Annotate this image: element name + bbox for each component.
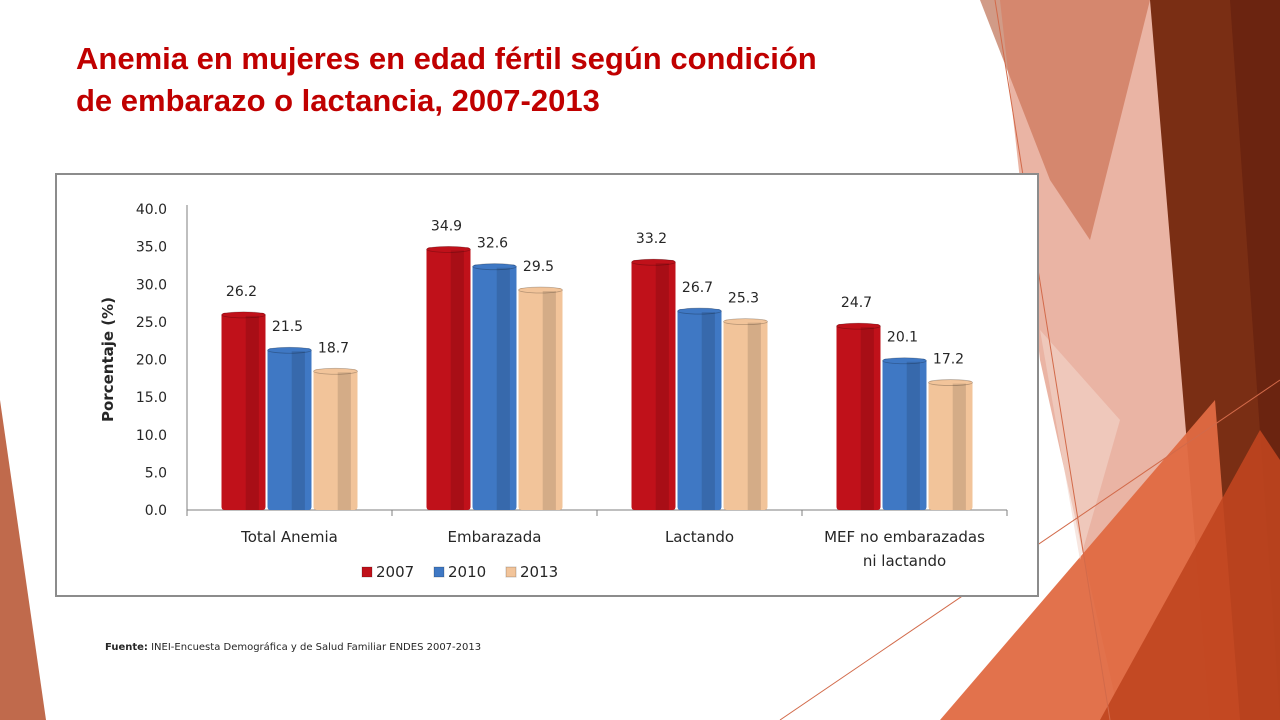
source-label: Fuente:	[105, 642, 148, 653]
data-label: 34.9	[431, 218, 462, 234]
source-text: INEI-Encuesta Demográfica y de Salud Fam…	[151, 642, 482, 653]
decor-line	[994, 0, 1111, 720]
y-tick-label: 30.0	[136, 277, 167, 293]
y-tick-label: 20.0	[136, 353, 167, 369]
bar-2013	[518, 288, 563, 510]
bar-shade	[952, 383, 966, 510]
bar-2007	[836, 324, 881, 510]
bar-cap	[221, 311, 266, 319]
data-label: 18.7	[318, 340, 349, 356]
data-label: 26.7	[682, 280, 713, 296]
bar-2010	[677, 309, 722, 510]
bar-shade	[496, 267, 510, 510]
bar-2010	[882, 358, 927, 510]
data-label: 26.2	[226, 284, 257, 300]
y-tick-label: 10.0	[136, 428, 167, 444]
bar-shade	[542, 291, 556, 510]
data-label: 21.5	[272, 319, 303, 335]
data-label: 17.2	[933, 352, 964, 368]
bar-2007	[631, 260, 676, 510]
bar-chart: 40.0 35.0 30.0 25.0 20.0 15.0 10.0 5.0 0.0 Porcen…	[99, 202, 1008, 581]
x-category-label: MEF no embarazadas	[824, 528, 985, 546]
source-note: Fuente: INEI-Encuesta Demográfica y de S…	[105, 642, 481, 653]
bar-cap	[677, 307, 722, 315]
bar-shade	[291, 351, 305, 510]
data-label: 33.2	[636, 231, 667, 247]
bar-shade	[701, 312, 715, 510]
x-category-label: ni lactando	[863, 552, 946, 570]
bar-cap	[472, 263, 517, 271]
bar-shade	[906, 361, 920, 510]
data-label: 32.6	[477, 236, 508, 252]
bar-cap	[882, 357, 927, 365]
x-category-label: Embarazada	[448, 528, 542, 546]
data-label: 20.1	[887, 330, 918, 346]
bar-cap	[267, 346, 312, 354]
page-title: Anemia en mujeres en edad fértil según c…	[76, 38, 996, 122]
legend-swatch-2007	[361, 566, 373, 578]
bar-shade	[337, 372, 351, 510]
bar-2013	[313, 369, 358, 510]
bar-shade	[655, 263, 669, 510]
bar-shade	[245, 315, 259, 510]
bar-2007	[426, 247, 471, 510]
bar-cap	[836, 322, 881, 330]
bar-cap	[631, 258, 676, 266]
bar-2010	[472, 264, 517, 510]
legend-swatch-2010	[433, 566, 445, 578]
bar-shade	[450, 250, 464, 510]
bar-2013	[928, 380, 973, 510]
x-category-label: Lactando	[665, 528, 734, 546]
y-axis-label: Porcentaje (%)	[99, 297, 117, 422]
bar-2010	[267, 348, 312, 510]
data-label: 25.3	[728, 291, 759, 307]
legend-label: 2007	[376, 563, 414, 581]
decor-shape	[1040, 330, 1120, 560]
data-label: 24.7	[841, 295, 872, 311]
y-tick-label: 35.0	[136, 240, 167, 256]
bar-cap	[313, 367, 358, 375]
data-label: 29.5	[523, 259, 554, 275]
bar-2013	[723, 319, 768, 510]
y-tick-label: 15.0	[136, 390, 167, 406]
decor-shape	[1100, 430, 1280, 720]
x-category-label: Total Anemia	[240, 528, 338, 546]
bar-cap	[723, 318, 768, 326]
title-line: de embarazo o lactancia, 2007-2013	[76, 83, 600, 118]
y-tick-label: 40.0	[136, 202, 167, 218]
y-tick-label: 5.0	[145, 465, 167, 481]
legend-label: 2010	[448, 563, 486, 581]
bar-cap	[928, 379, 973, 386]
chart-frame: 40.0 35.0 30.0 25.0 20.0 15.0 10.0 5.0 0.0 Porcen…	[55, 173, 1039, 597]
decor-shape	[0, 400, 46, 720]
legend-label: 2013	[520, 563, 558, 581]
bar-shade	[747, 322, 761, 510]
bar-cap	[426, 245, 471, 253]
bar-shade	[860, 327, 874, 510]
bar-cap	[518, 286, 563, 294]
y-tick-label: 0.0	[145, 503, 167, 519]
bar-2007	[221, 312, 266, 510]
title-line: Anemia en mujeres en edad fértil según c…	[76, 41, 817, 76]
y-tick-label: 25.0	[136, 315, 167, 331]
legend-swatch-2013	[505, 566, 517, 578]
